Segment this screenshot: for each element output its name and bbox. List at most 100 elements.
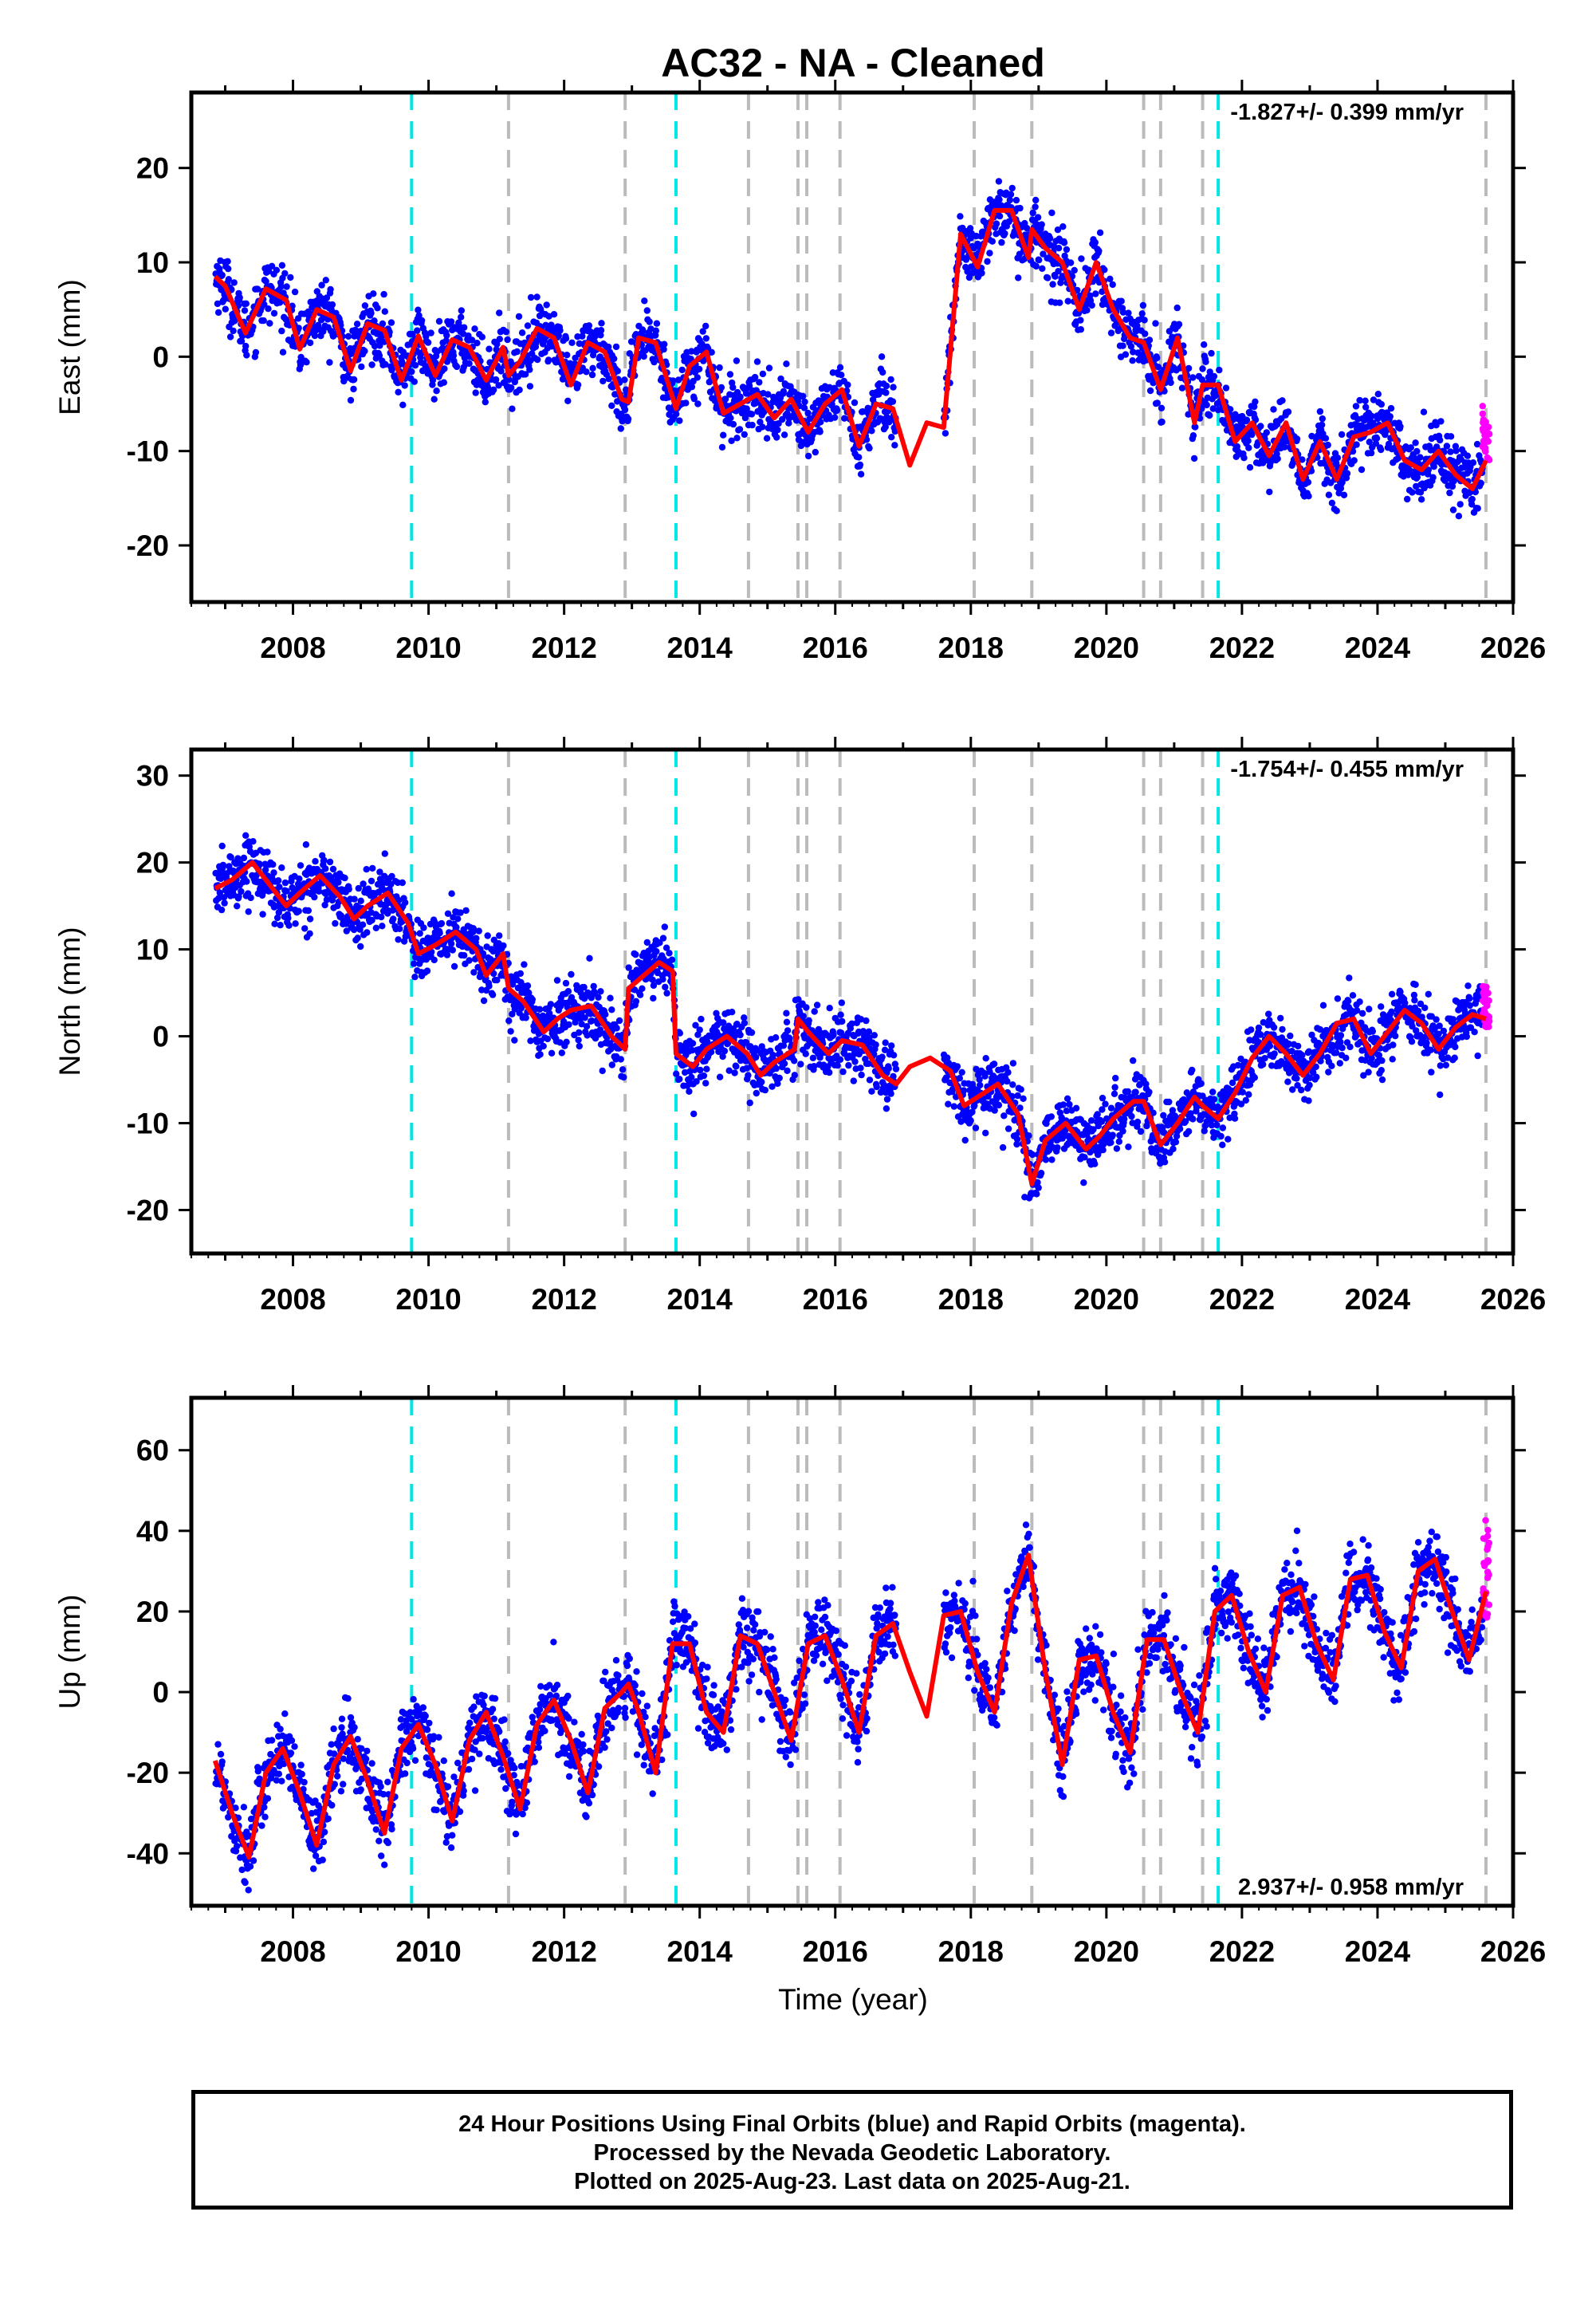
data-point	[1099, 1147, 1107, 1154]
data-point	[453, 363, 461, 371]
data-point	[1007, 191, 1015, 198]
data-point	[245, 908, 252, 915]
data-point	[1037, 1170, 1045, 1177]
panels-group: 2008 2010 2012 2014 2016 2018 2020 2022 2024 2026…	[53, 80, 1546, 1968]
data-point	[273, 266, 281, 274]
data-point	[1319, 415, 1327, 423]
data-point	[323, 294, 331, 301]
data-point	[1077, 326, 1085, 333]
data-point	[1063, 246, 1071, 254]
data-point	[564, 397, 572, 404]
data-point	[305, 308, 312, 316]
data-point	[978, 270, 985, 277]
data-point	[999, 1143, 1007, 1151]
data-point	[475, 927, 482, 935]
data-point	[341, 874, 348, 882]
data-point	[379, 923, 386, 930]
data-point	[281, 879, 289, 887]
data-point	[1219, 1124, 1227, 1131]
data-point	[278, 262, 286, 269]
data-point	[500, 942, 507, 950]
rapid-data-point	[1482, 448, 1489, 455]
data-point	[599, 377, 607, 385]
data-point	[1099, 1094, 1107, 1102]
data-point	[430, 396, 438, 403]
data-point	[438, 344, 446, 352]
data-point	[1111, 1084, 1118, 1091]
data-point	[359, 921, 367, 928]
data-point	[802, 1050, 809, 1057]
data-point	[433, 388, 440, 395]
data-point	[1404, 495, 1411, 503]
data-point	[553, 977, 561, 984]
data-point	[379, 320, 387, 328]
data-point	[716, 1073, 724, 1080]
data-point	[555, 332, 562, 340]
data-point	[621, 406, 629, 414]
data-point	[242, 300, 250, 307]
data-point	[1178, 384, 1186, 392]
data-point	[1245, 444, 1252, 451]
data-point	[547, 1001, 555, 1008]
data-point	[395, 388, 402, 396]
data-point	[363, 866, 370, 873]
data-point	[643, 307, 651, 314]
data-point	[673, 411, 680, 418]
data-point	[543, 301, 550, 309]
data-point	[662, 983, 669, 991]
data-point	[1146, 336, 1154, 344]
data-point	[1340, 491, 1348, 498]
data-point	[296, 875, 303, 883]
data-point	[858, 1071, 865, 1079]
data-point	[1121, 1116, 1128, 1123]
data-point	[695, 365, 703, 373]
data-point	[838, 999, 846, 1006]
data-point	[774, 426, 781, 434]
data-point	[741, 1019, 748, 1027]
data-point	[291, 288, 299, 296]
data-point	[423, 967, 431, 974]
data-point	[1358, 466, 1366, 474]
data-point	[765, 391, 772, 398]
data-point	[611, 355, 618, 363]
data-point	[1078, 255, 1085, 262]
data-point	[574, 381, 582, 388]
data-point	[1343, 470, 1351, 477]
data-point	[1091, 1160, 1099, 1167]
data-point	[1161, 1159, 1169, 1166]
data-point	[1397, 423, 1404, 431]
data-point	[751, 373, 759, 381]
data-point	[883, 1105, 890, 1112]
data-point	[558, 1049, 565, 1057]
data-point	[972, 1124, 980, 1131]
data-point	[1064, 297, 1071, 305]
data-point	[411, 378, 418, 385]
data-point	[505, 376, 513, 384]
data-point	[1013, 1135, 1021, 1143]
data-point	[892, 1065, 900, 1072]
data-point	[797, 1061, 804, 1068]
data-point	[1456, 501, 1464, 508]
data-point	[982, 1129, 989, 1137]
data-point	[1279, 397, 1286, 404]
data-point	[1378, 446, 1385, 454]
data-point	[576, 1029, 583, 1037]
data-point	[733, 435, 741, 442]
data-point	[759, 423, 766, 431]
data-point	[576, 1042, 583, 1050]
data-point	[505, 1017, 513, 1025]
data-point	[800, 392, 807, 399]
data-point	[327, 285, 334, 293]
data-point	[1048, 1156, 1055, 1163]
data-point	[676, 1076, 683, 1083]
data-point	[360, 880, 367, 887]
data-point	[544, 1035, 552, 1043]
x-tick-label: 2008	[260, 632, 325, 664]
data-point	[1231, 1115, 1239, 1122]
data-point	[502, 329, 510, 336]
data-point	[737, 1031, 744, 1039]
x-tick-label: 2016	[803, 632, 868, 664]
data-point	[753, 1089, 760, 1097]
data-point	[1203, 401, 1210, 409]
data-point	[699, 328, 706, 335]
